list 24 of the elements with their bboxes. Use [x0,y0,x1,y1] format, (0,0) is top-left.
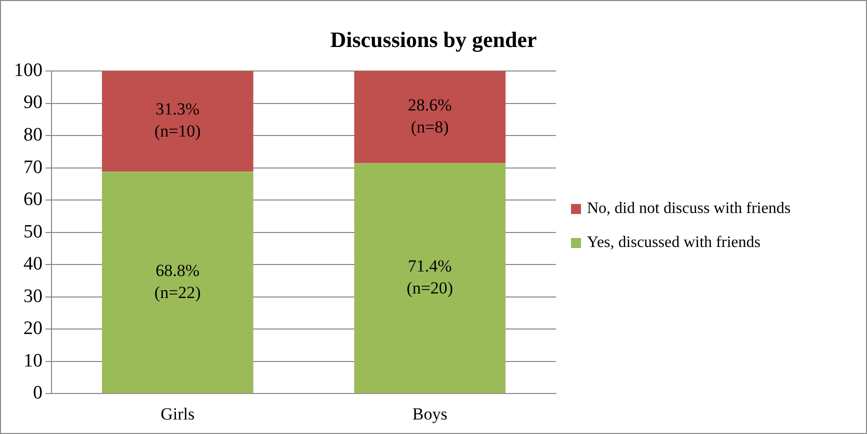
y-tick-label: 100 [14,60,42,81]
y-tick-label: 60 [24,189,42,210]
y-tick-label: 80 [24,124,42,146]
x-tick-label: Girls [160,404,195,424]
y-tick-label: 70 [24,156,42,178]
y-tick-label: 50 [24,221,42,242]
data-label: 68.8% (n=22) [154,260,201,302]
bar [354,163,506,394]
y-tick-label: 90 [24,92,42,114]
chart-title: Discussions by gender [329,27,538,53]
y-tick-label: 0 [33,382,42,404]
x-tick-label: Boys [412,404,448,424]
data-label: 31.3% (n=10) [154,100,201,141]
bar [354,71,506,164]
legend-label: Yes, discussed with friends [587,233,760,253]
data-label: 71.4% (n=20) [406,256,454,298]
legend-label: No, did not discuss with friends [587,199,791,219]
bar [102,172,254,394]
y-tick-label: 10 [24,350,42,372]
data-label: 28.6% (n=8) [408,96,452,137]
y-tick-label: 40 [24,254,42,275]
y-tick-label: 20 [24,318,42,340]
bar [102,71,254,172]
y-tick-label: 30 [24,286,42,307]
